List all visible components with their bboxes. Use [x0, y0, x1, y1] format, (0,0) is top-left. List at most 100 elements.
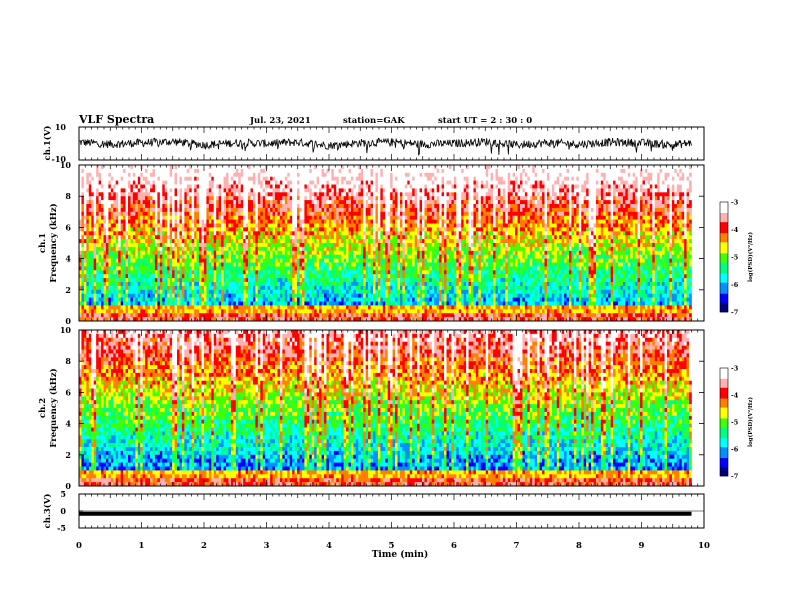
spectrogram-cell: [275, 259, 278, 263]
spectrogram-cell: [153, 263, 156, 267]
spectrogram-cell: [373, 220, 376, 224]
spectrogram-cell: [371, 309, 374, 313]
spectrogram-cell: [368, 247, 371, 251]
spectrogram-cell: [295, 294, 298, 298]
spectrogram-cell: [368, 243, 371, 247]
spectrogram-cell: [219, 173, 222, 177]
spectrogram-cell: [221, 294, 224, 298]
spectrogram-cell: [170, 270, 173, 274]
spectrogram-cell: [285, 208, 288, 212]
spectrogram-cell: [326, 298, 329, 302]
spectrogram-cell: [380, 227, 383, 231]
spectrogram-cell: [96, 173, 99, 177]
spectrogram-cell: [175, 192, 178, 196]
spectrogram-cell: [165, 247, 168, 251]
spectrogram-cell: [101, 282, 104, 286]
spectrogram-cell: [226, 212, 229, 216]
spectrogram-cell: [221, 177, 224, 181]
spectrogram-cell: [206, 278, 209, 282]
spectrogram-cell: [226, 305, 229, 309]
spectrogram-cell: [339, 185, 342, 189]
spectrogram-cell: [275, 298, 278, 302]
spectrogram-cell: [351, 313, 354, 317]
spectrogram-cell: [138, 188, 141, 192]
spectrogram-cell: [287, 259, 290, 263]
spectrogram-cell: [187, 243, 190, 247]
spectrogram-cell: [179, 239, 182, 243]
spectrogram-cell: [312, 263, 315, 267]
spectrogram-cell: [243, 243, 246, 247]
spectrogram-cell: [175, 302, 178, 306]
spectrogram-cell: [317, 243, 320, 247]
spectrogram-cell: [197, 216, 200, 220]
spectrogram-cell: [84, 251, 87, 255]
spectrogram-cell: [371, 224, 374, 228]
spectrogram-cell: [368, 309, 371, 313]
spectrogram-cell: [216, 286, 219, 290]
spectrogram-cell: [326, 220, 329, 224]
spectrogram-cell: [297, 204, 300, 208]
spectrogram-cell: [346, 313, 349, 317]
spectrogram-cell: [199, 208, 202, 212]
spectrogram-cell: [307, 192, 310, 196]
spectrogram-cell: [361, 270, 364, 274]
spectrogram-cell: [86, 255, 89, 259]
spectrogram-cell: [111, 298, 114, 302]
spectrogram-cell: [371, 278, 374, 282]
spectrogram-cell: [211, 200, 214, 204]
spectrogram-cell: [273, 239, 276, 243]
spectrogram-cell: [184, 181, 187, 185]
spectrogram-cell: [290, 305, 293, 309]
spectrogram-cell: [358, 220, 361, 224]
spectrogram-cell: [314, 185, 317, 189]
spectrogram-cell: [243, 196, 246, 200]
spectrogram-cell: [317, 290, 320, 294]
spectrogram-cell: [91, 208, 94, 212]
spectrogram-cell: [182, 302, 185, 306]
spectrogram-cell: [309, 216, 312, 220]
spectrogram-cell: [143, 208, 146, 212]
spectrogram-cell: [297, 235, 300, 239]
spectrogram-cell: [290, 220, 293, 224]
spectrogram-cell: [167, 165, 170, 169]
spectrogram-cell: [290, 247, 293, 251]
spectrogram-cell: [336, 270, 339, 274]
spectrogram-cell: [221, 216, 224, 220]
spectrogram-cell: [366, 274, 369, 278]
spectrogram-cell: [334, 290, 337, 294]
spectrogram-cell: [346, 298, 349, 302]
spectrogram-cell: [251, 263, 254, 267]
spectrogram-cell: [86, 216, 89, 220]
spectrogram-cell: [91, 169, 94, 173]
spectrogram-cell: [153, 247, 156, 251]
spectrogram-cell: [121, 200, 124, 204]
spectrogram-cell: [231, 278, 234, 282]
spectrogram-cell: [297, 239, 300, 243]
spectrogram-cell: [356, 313, 359, 317]
spectrogram-cell: [344, 239, 347, 243]
spectrogram-cell: [108, 224, 111, 228]
spectrogram-cell: [253, 305, 256, 309]
spectrogram-cell: [371, 169, 374, 173]
spectrogram-cell: [383, 247, 386, 251]
spectrogram-cell: [263, 169, 266, 173]
spectrogram-cell: [155, 200, 158, 204]
spectrogram-cell: [314, 231, 317, 235]
spectrogram-cell: [371, 208, 374, 212]
spectrogram-cell: [317, 270, 320, 274]
spectrogram-cell: [204, 290, 207, 294]
spectrogram-cell: [309, 290, 312, 294]
spectrogram-cell: [329, 243, 332, 247]
spectrogram-cell: [192, 247, 195, 251]
spectrogram-cell: [366, 216, 369, 220]
spectrogram-cell: [219, 235, 222, 239]
spectrogram-cell: [113, 181, 116, 185]
spectrogram-cell: [336, 231, 339, 235]
spectrogram-cell: [314, 216, 317, 220]
spectrogram-cell: [366, 255, 369, 259]
spectrogram-cell: [295, 239, 298, 243]
spectrogram-cell: [157, 255, 160, 259]
spectrogram-cell: [81, 196, 84, 200]
spectrogram-cell: [111, 251, 114, 255]
spectrogram-cell: [300, 227, 303, 231]
